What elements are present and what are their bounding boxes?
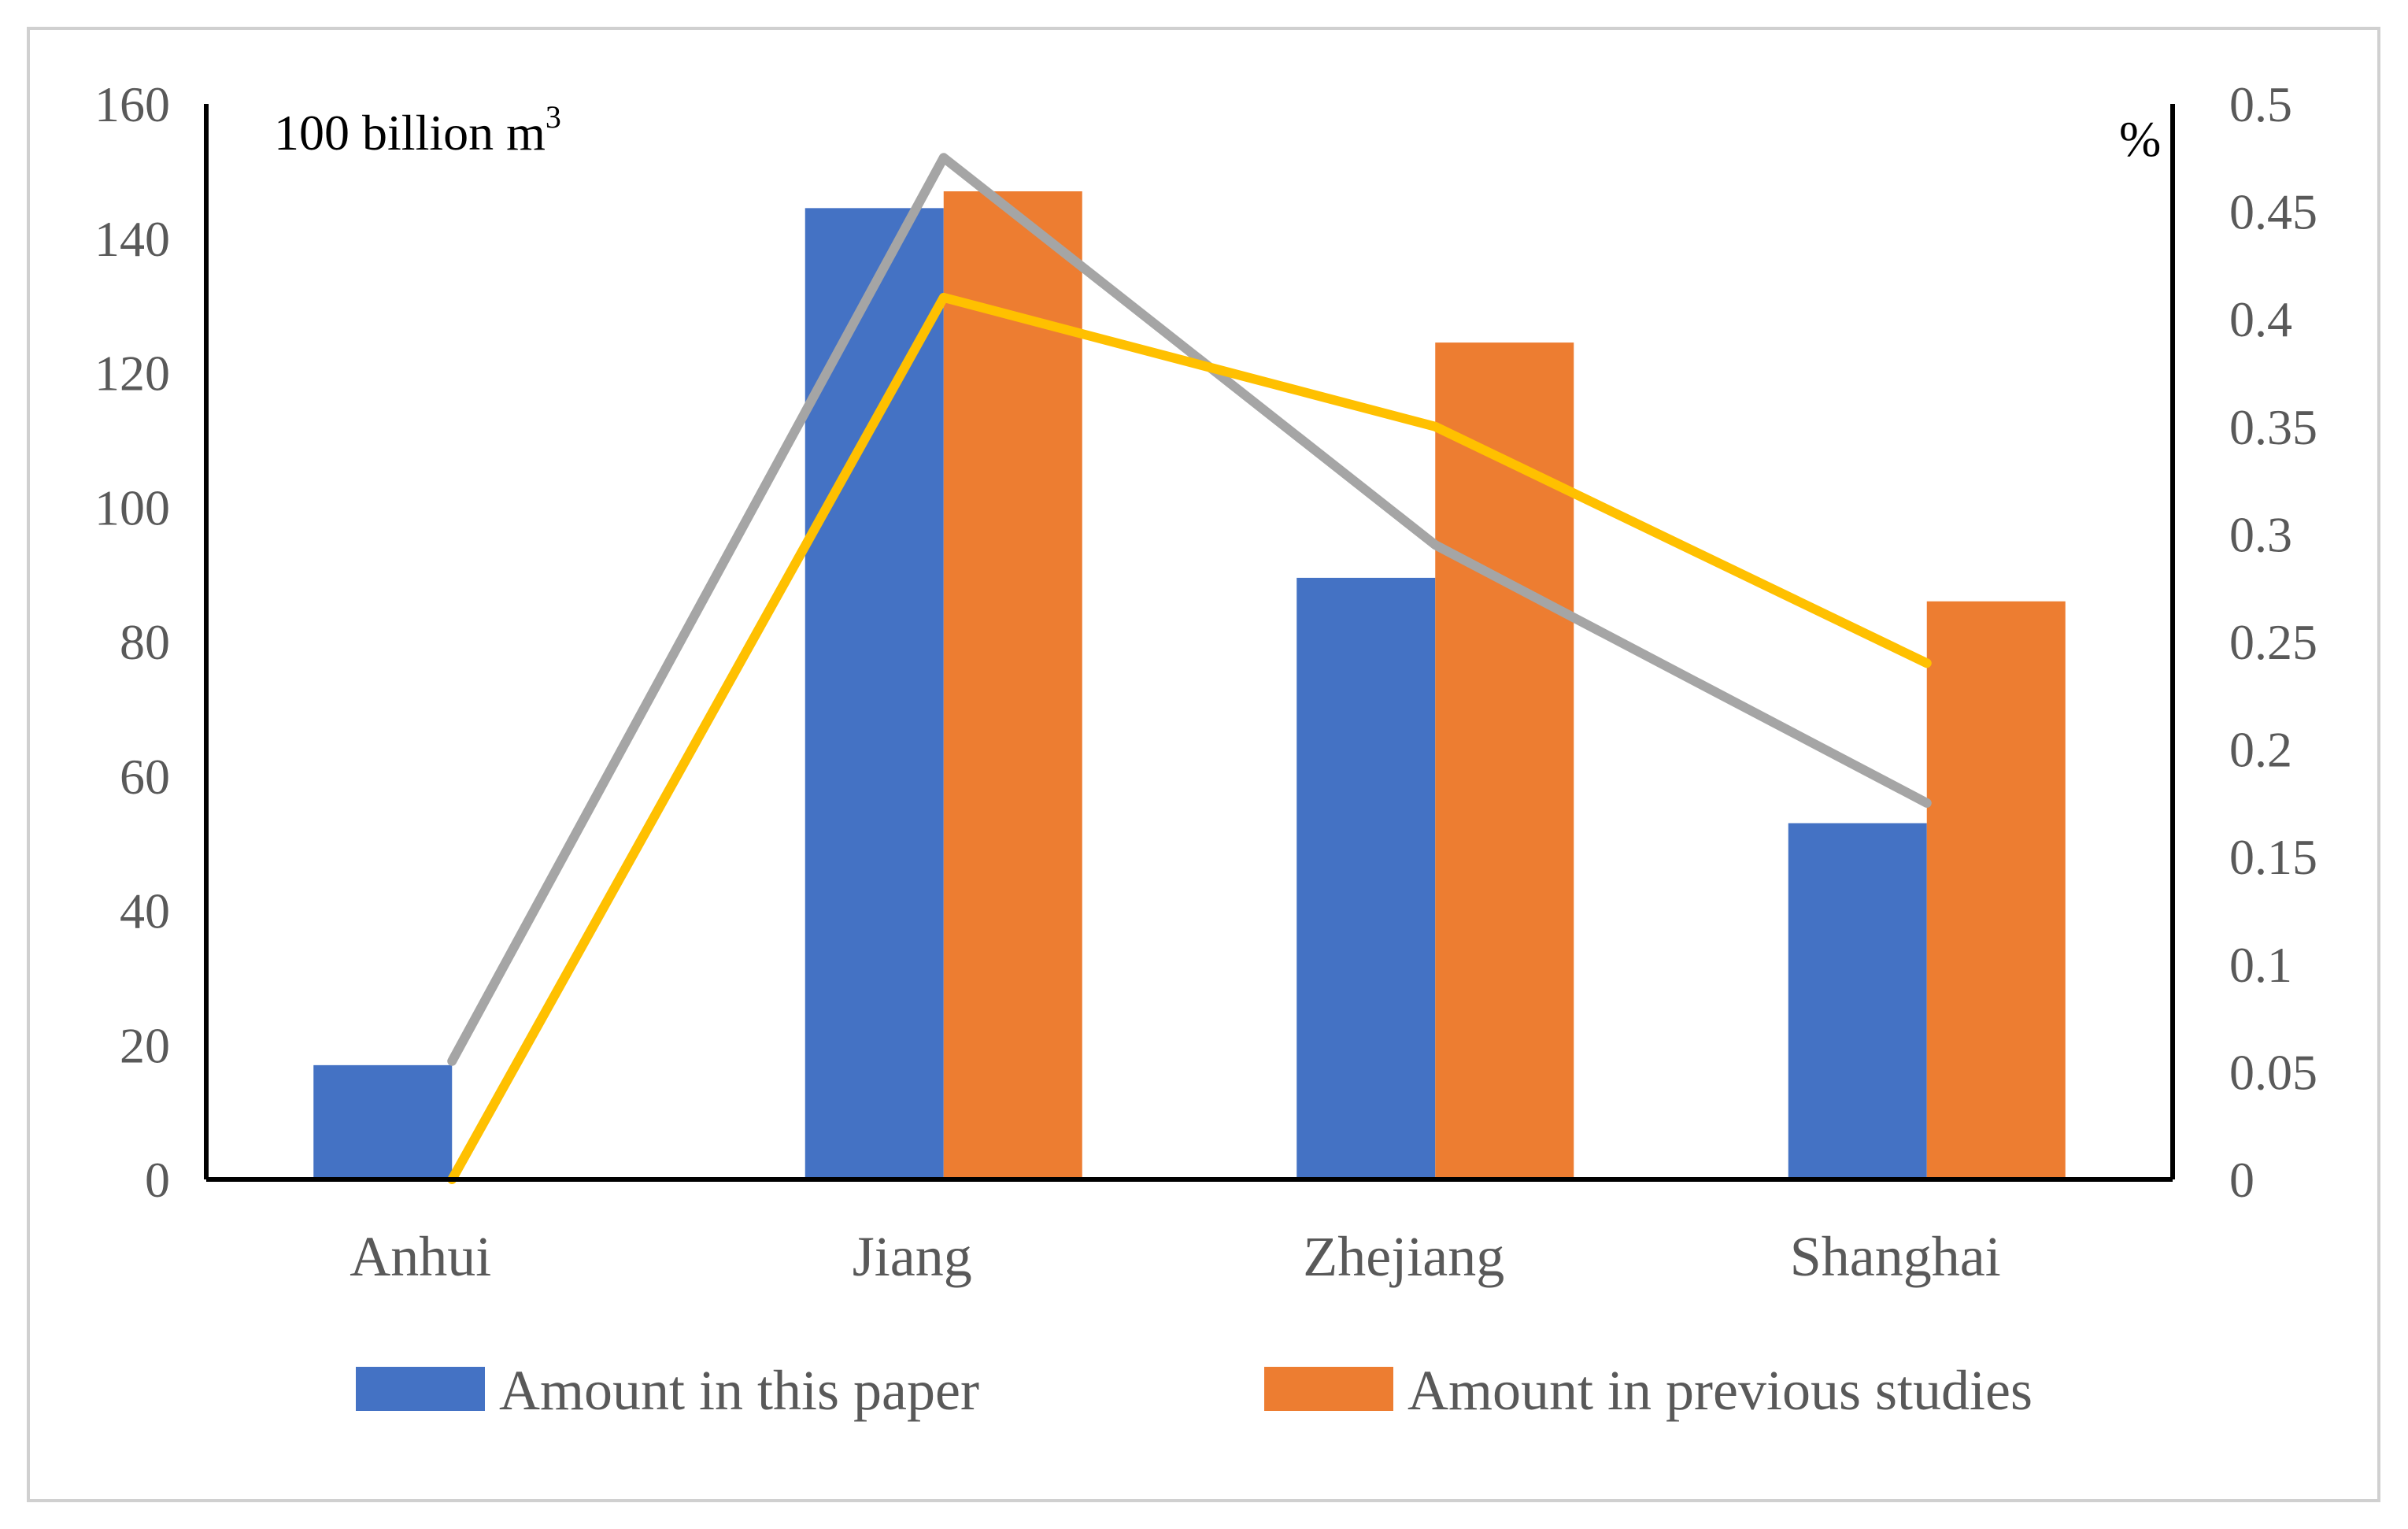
right-tick-label: 0 <box>2229 1152 2254 1208</box>
lines-layer <box>447 153 1932 1184</box>
bar-this-paper-zhejiang <box>1296 577 1436 1179</box>
bar-previous-studies-shanghai <box>1926 601 2066 1179</box>
right-tick-label: 0.2 <box>2229 722 2292 778</box>
left-tick-label: 0 <box>145 1152 170 1208</box>
left-axis-unit-superscript: 3 <box>546 99 561 135</box>
line-series-1 <box>447 153 1932 1066</box>
left-axis-unit-main: 100 billion m <box>274 105 546 161</box>
left-tick-label: 60 <box>120 749 170 805</box>
left-tick-label: 40 <box>120 883 170 939</box>
right-tick-label: 0.05 <box>2229 1044 2317 1100</box>
legend: Amount in this paper Amount in previous … <box>356 1359 2033 1422</box>
category-label-anhui: Anhui <box>350 1225 491 1288</box>
legend-swatch-amount-this-paper <box>356 1367 485 1411</box>
legend-label-amount-this-paper: Amount in this paper <box>499 1359 979 1422</box>
left-tick-labels: 0 20 40 60 80 100 120 140 160 <box>94 76 170 1208</box>
bar-previous-studies-jiang <box>943 191 1082 1179</box>
right-tick-label: 0.5 <box>2229 76 2292 132</box>
right-tick-label: 0.1 <box>2229 937 2292 993</box>
left-axis-unit-label: 100 billion m3 <box>274 99 561 161</box>
bars-layer <box>313 191 2066 1179</box>
bar-this-paper-shanghai <box>1788 823 1927 1179</box>
left-tick-label: 20 <box>120 1017 170 1073</box>
right-axis-unit-label: % <box>2119 111 2161 167</box>
category-labels: Anhui Jiang Zhejiang Shanghai <box>350 1225 2000 1288</box>
left-tick-label: 140 <box>94 211 170 267</box>
left-tick-label: 80 <box>120 614 170 670</box>
left-tick-label: 120 <box>94 346 170 402</box>
right-tick-label: 0.4 <box>2229 291 2292 347</box>
category-label-zhejiang: Zhejiang <box>1303 1225 1504 1288</box>
right-tick-label: 0.25 <box>2229 614 2317 670</box>
right-tick-label: 0.15 <box>2229 829 2317 885</box>
category-label-shanghai: Shanghai <box>1790 1225 2001 1288</box>
axes-layer <box>204 104 2175 1182</box>
left-tick-label: 100 <box>94 479 170 535</box>
right-tick-labels: 0 0.05 0.1 0.15 0.2 0.25 0.3 0.35 0.4 0.45 0.5 <box>2229 76 2317 1208</box>
chart-frame: 0 20 40 60 80 100 120 140 160 0 0.05 0.1 0.15 0.2 0.2… <box>27 27 2380 1502</box>
bar-previous-studies-zhejiang <box>1435 342 1574 1179</box>
left-tick-label: 160 <box>94 76 170 132</box>
bar-this-paper-anhui <box>313 1064 453 1179</box>
legend-label-amount-previous-studies: Amount in previous studies <box>1407 1359 2033 1422</box>
line-series-2 <box>447 292 1932 1184</box>
right-tick-label: 0.35 <box>2229 399 2317 455</box>
right-tick-label: 0.3 <box>2229 506 2292 562</box>
bar-this-paper-jiang <box>805 208 944 1179</box>
legend-swatch-amount-previous-studies <box>1264 1367 1393 1411</box>
right-tick-label: 0.45 <box>2229 184 2317 240</box>
category-label-jiang: Jiang <box>853 1225 972 1288</box>
combo-chart: 0 20 40 60 80 100 120 140 160 0 0.05 0.1 0.15 0.2 0.2… <box>94 76 2317 1422</box>
